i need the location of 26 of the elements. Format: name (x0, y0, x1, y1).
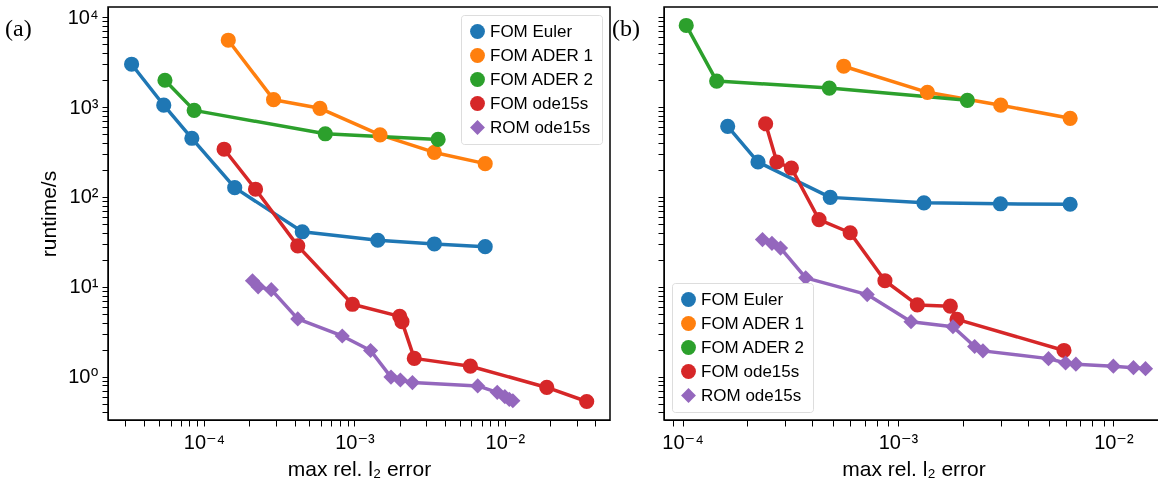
x-tick-label: 10⁻³ (878, 430, 919, 453)
y-tick-label: 10² (69, 185, 99, 208)
legend-label: ROM ode15s (701, 385, 802, 405)
x-tick-label: 10⁻³ (335, 430, 375, 453)
x-axis-title: max rel. l₂ error (287, 456, 432, 480)
legend-label: FOM ode15s (490, 93, 589, 113)
y-tick-label: 10⁰ (68, 365, 99, 388)
y-axis-title: runtime/s (36, 170, 60, 258)
x-axis-title: max rel. l₂ error (842, 456, 986, 480)
x-tick-label: 10⁻² (485, 430, 526, 453)
legend-label: FOM ADER 2 (490, 69, 593, 89)
legend-label: FOM ADER 1 (490, 45, 593, 65)
x-tick-label: 10⁻⁴ (183, 430, 226, 453)
legend-label: FOM Euler (701, 289, 784, 309)
legend-label: FOM ADER 1 (701, 313, 804, 333)
chart-title: (b) (612, 15, 640, 41)
legend-label: FOM ode15s (701, 361, 800, 381)
y-tick-label: 10³ (69, 95, 99, 118)
y-tick-label: 10⁴ (67, 5, 99, 28)
legend-label: ROM ode15s (490, 117, 591, 137)
legend-label: FOM Euler (490, 21, 573, 41)
chart-title: (a) (5, 15, 32, 41)
x-tick-label: 10⁻² (1094, 430, 1134, 453)
legend-label: FOM ADER 2 (701, 337, 804, 357)
y-tick-label: 10¹ (69, 275, 99, 298)
x-tick-label: 10⁻⁴ (662, 430, 704, 453)
